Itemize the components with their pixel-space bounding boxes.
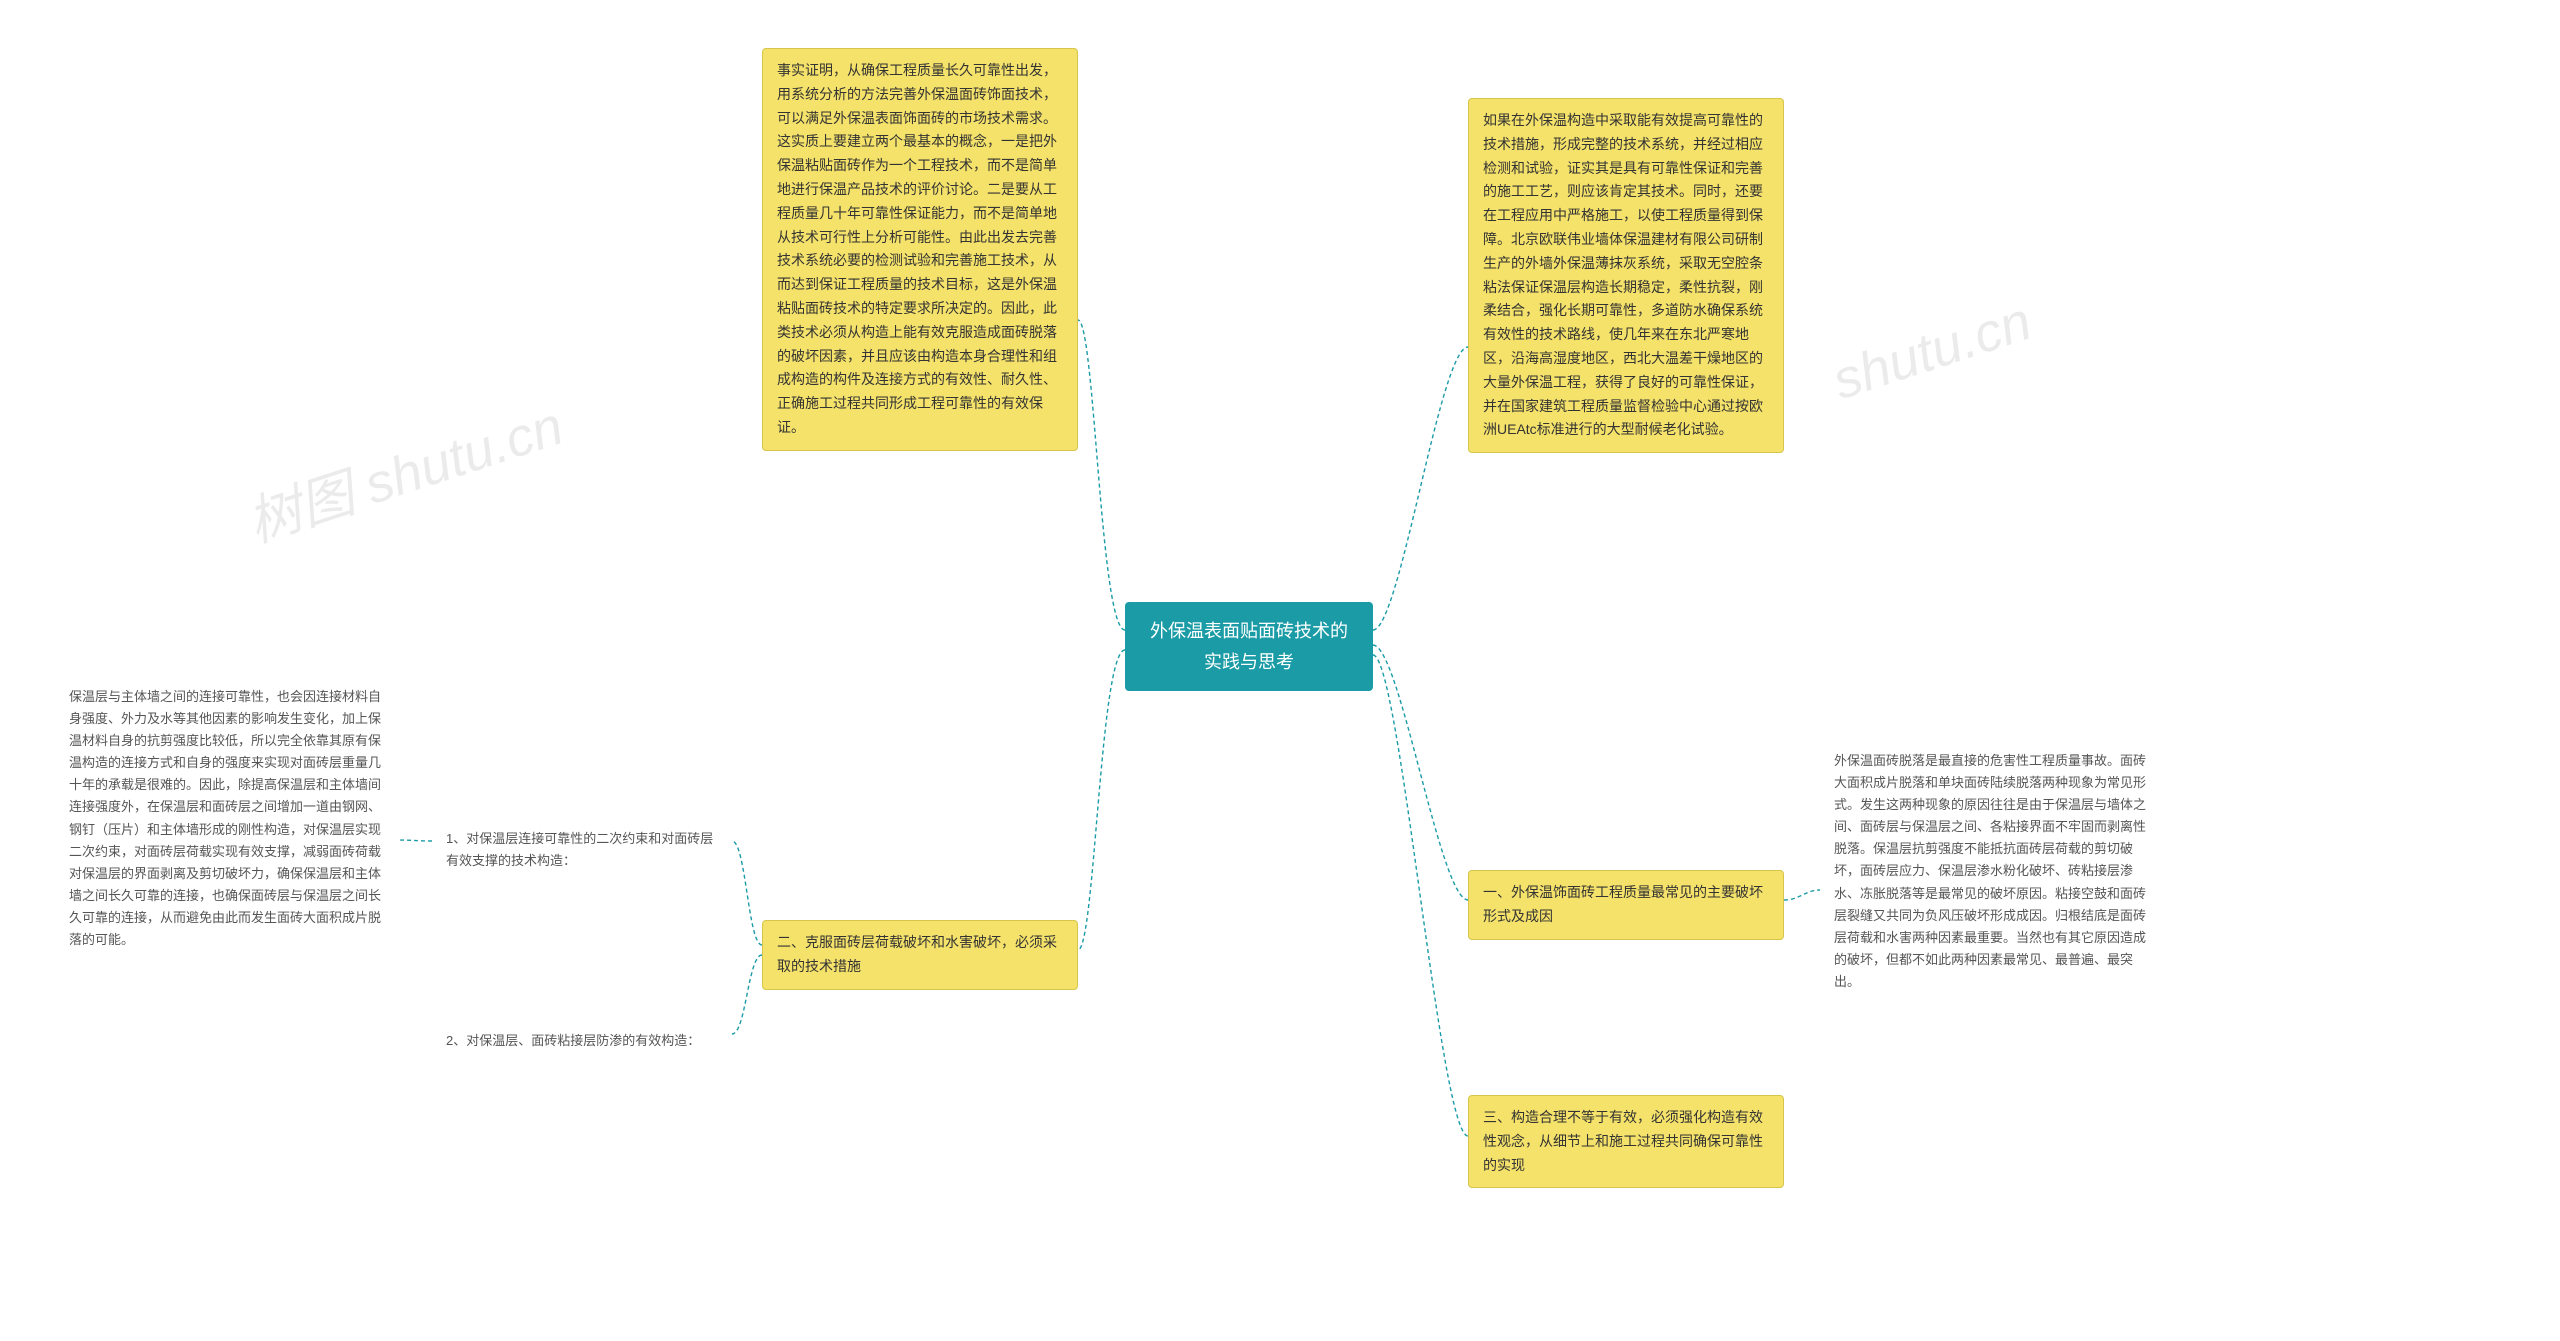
node-section-1-detail: 外保温面砖脱落是最直接的危害性工程质量事故。面砖大面积成片脱落和单块面砖陆续脱落… <box>1820 740 2162 1003</box>
node-sub-1: 1、对保温层连接可靠性的二次约束和对面砖层有效支撑的技术构造： <box>432 818 732 882</box>
node-left-intro: 事实证明，从确保工程质量长久可靠性出发，用系统分析的方法完善外保温面砖饰面技术，… <box>762 48 1078 451</box>
watermark-1: 树图 shutu.cn <box>236 381 572 557</box>
root-node: 外保温表面贴面砖技术的 实践与思考 <box>1125 602 1373 691</box>
watermark-2: shutu.cn <box>1825 290 2038 412</box>
node-sub-1-detail: 保温层与主体墙之间的连接可靠性，也会因连接材料自身强度、外力及水等其他因素的影响… <box>55 676 397 961</box>
node-sub-2: 2、对保温层、面砖粘接层防渗的有效构造： <box>432 1020 732 1062</box>
node-right-intro: 如果在外保温构造中采取能有效提高可靠性的技术措施，形成完整的技术系统，并经过相应… <box>1468 98 1784 453</box>
node-section-3: 三、构造合理不等于有效，必须强化构造有效性观念，从细节上和施工过程共同确保可靠性… <box>1468 1095 1784 1188</box>
node-section-1: 一、外保温饰面砖工程质量最常见的主要破坏形式及成因 <box>1468 870 1784 940</box>
node-section-2: 二、克服面砖层荷载破坏和水害破坏，必须采取的技术措施 <box>762 920 1078 990</box>
